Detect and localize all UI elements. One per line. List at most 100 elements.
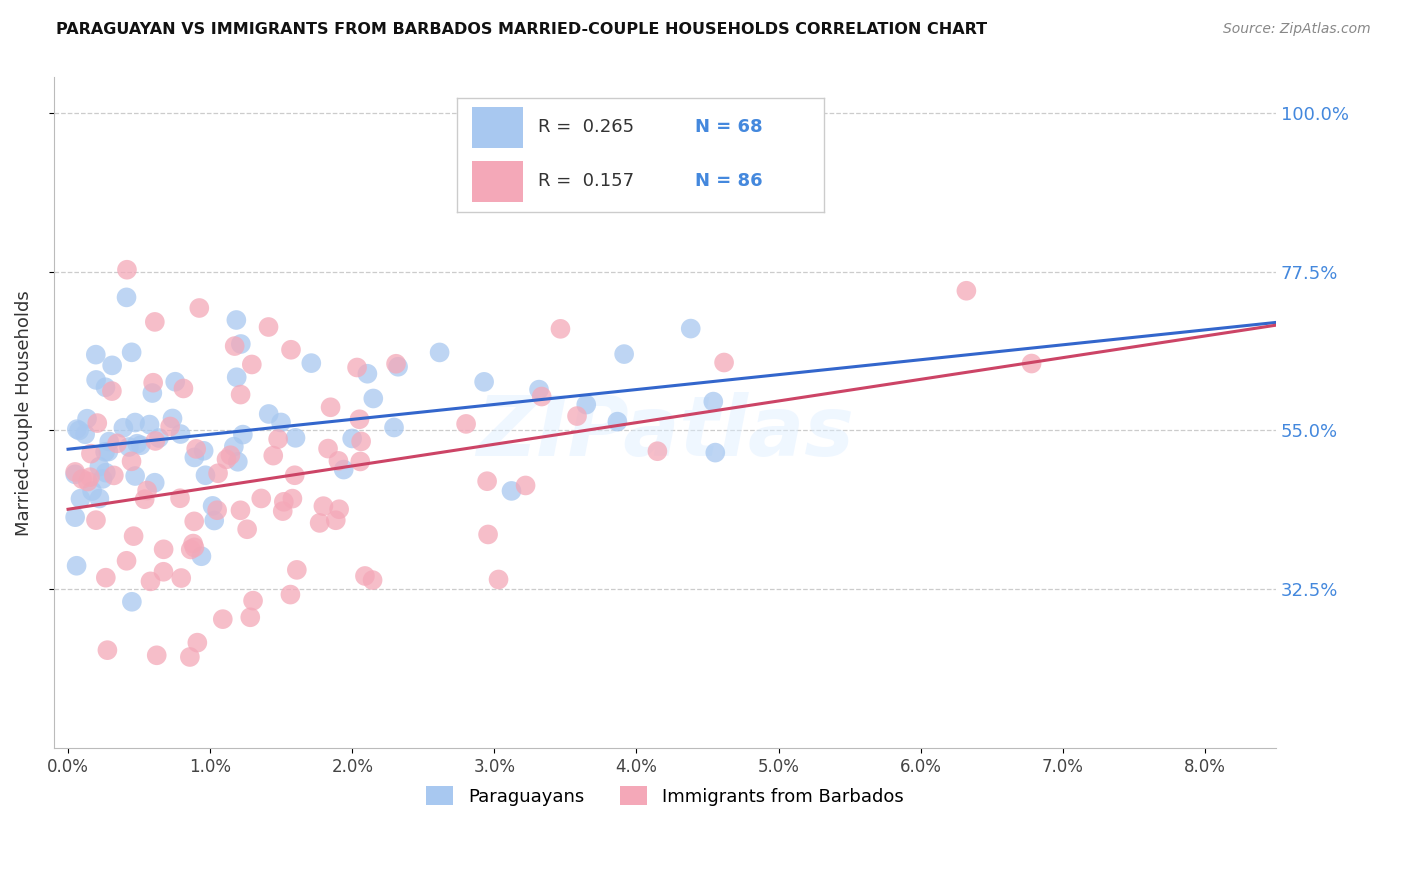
Point (97, 444, 120, 458)
Point (63, 465, 86, 479)
Point (472, 375, 495, 389)
Point (354, 569, 377, 583)
Point (69, 491, 91, 506)
Point (475, 474, 498, 488)
Point (180, 542, 202, 557)
Point (550, 322, 572, 336)
Point (89, 491, 111, 506)
Point (647, 444, 669, 458)
Point (75, 427, 97, 442)
Point (172, 381, 194, 395)
Point (285, 563, 308, 577)
Point (145, 648, 167, 663)
Point (143, 434, 166, 448)
Point (280, 588, 302, 602)
Point (84, 348, 107, 362)
Point (565, 409, 588, 423)
Point (94, 466, 117, 480)
Point (429, 345, 451, 359)
Point (239, 610, 262, 624)
Point (70, 472, 93, 486)
Point (270, 416, 292, 430)
Point (115, 290, 138, 304)
Point (181, 536, 204, 550)
Point (332, 462, 354, 476)
Point (121, 595, 143, 609)
Point (148, 431, 170, 445)
Point (340, 432, 363, 446)
Point (273, 495, 295, 509)
Point (101, 359, 124, 373)
Point (312, 499, 335, 513)
Point (96, 643, 118, 657)
Point (308, 516, 330, 530)
Point (79, 470, 101, 484)
Point (152, 565, 174, 579)
Point (94, 445, 117, 459)
Point (105, 436, 128, 450)
Point (125, 436, 148, 450)
Point (165, 375, 187, 389)
Point (501, 483, 523, 498)
Point (76, 411, 98, 425)
Point (136, 483, 159, 498)
Point (194, 468, 217, 483)
Point (232, 427, 254, 442)
Point (267, 432, 290, 446)
Point (299, 356, 322, 370)
Point (224, 339, 246, 353)
Point (281, 491, 304, 506)
Point (207, 467, 229, 481)
Point (456, 417, 478, 431)
Point (121, 345, 143, 359)
Point (236, 522, 259, 536)
Point (488, 573, 510, 587)
Point (183, 450, 205, 465)
Point (112, 421, 135, 435)
Point (193, 443, 215, 458)
Point (346, 360, 368, 375)
Point (613, 347, 636, 361)
Point (188, 301, 211, 315)
Point (84, 373, 107, 387)
Y-axis label: Married-couple Households: Married-couple Households (15, 290, 32, 535)
Point (284, 431, 307, 445)
Point (328, 454, 350, 468)
Point (229, 387, 252, 401)
Point (226, 455, 249, 469)
Point (229, 503, 252, 517)
Point (142, 376, 165, 390)
Point (225, 313, 247, 327)
Text: PARAGUAYAN VS IMMIGRANTS FROM BARBADOS MARRIED-COUPLE HOUSEHOLDS CORRELATION CHA: PARAGUAYAN VS IMMIGRANTS FROM BARBADOS M… (56, 22, 987, 37)
Point (63, 467, 86, 482)
Point (169, 491, 191, 506)
Point (527, 383, 550, 397)
Point (94, 571, 117, 585)
Point (143, 475, 166, 490)
Point (679, 321, 702, 335)
Point (361, 573, 384, 587)
Point (103, 468, 125, 483)
Point (205, 503, 228, 517)
Point (84, 513, 107, 527)
Point (955, 284, 977, 298)
Point (382, 420, 405, 434)
Point (152, 542, 174, 557)
Point (98, 434, 121, 449)
Point (183, 514, 205, 528)
Point (186, 635, 208, 649)
Point (575, 398, 598, 412)
Point (66, 422, 89, 436)
Point (316, 442, 339, 456)
Point (240, 358, 263, 372)
Point (219, 448, 242, 462)
Point (76, 475, 98, 489)
Point (250, 491, 273, 506)
Point (257, 320, 280, 334)
Point (63, 510, 86, 524)
Point (349, 412, 371, 426)
Point (215, 452, 238, 467)
Point (477, 527, 499, 541)
Point (229, 337, 252, 351)
Point (1021, 357, 1043, 371)
